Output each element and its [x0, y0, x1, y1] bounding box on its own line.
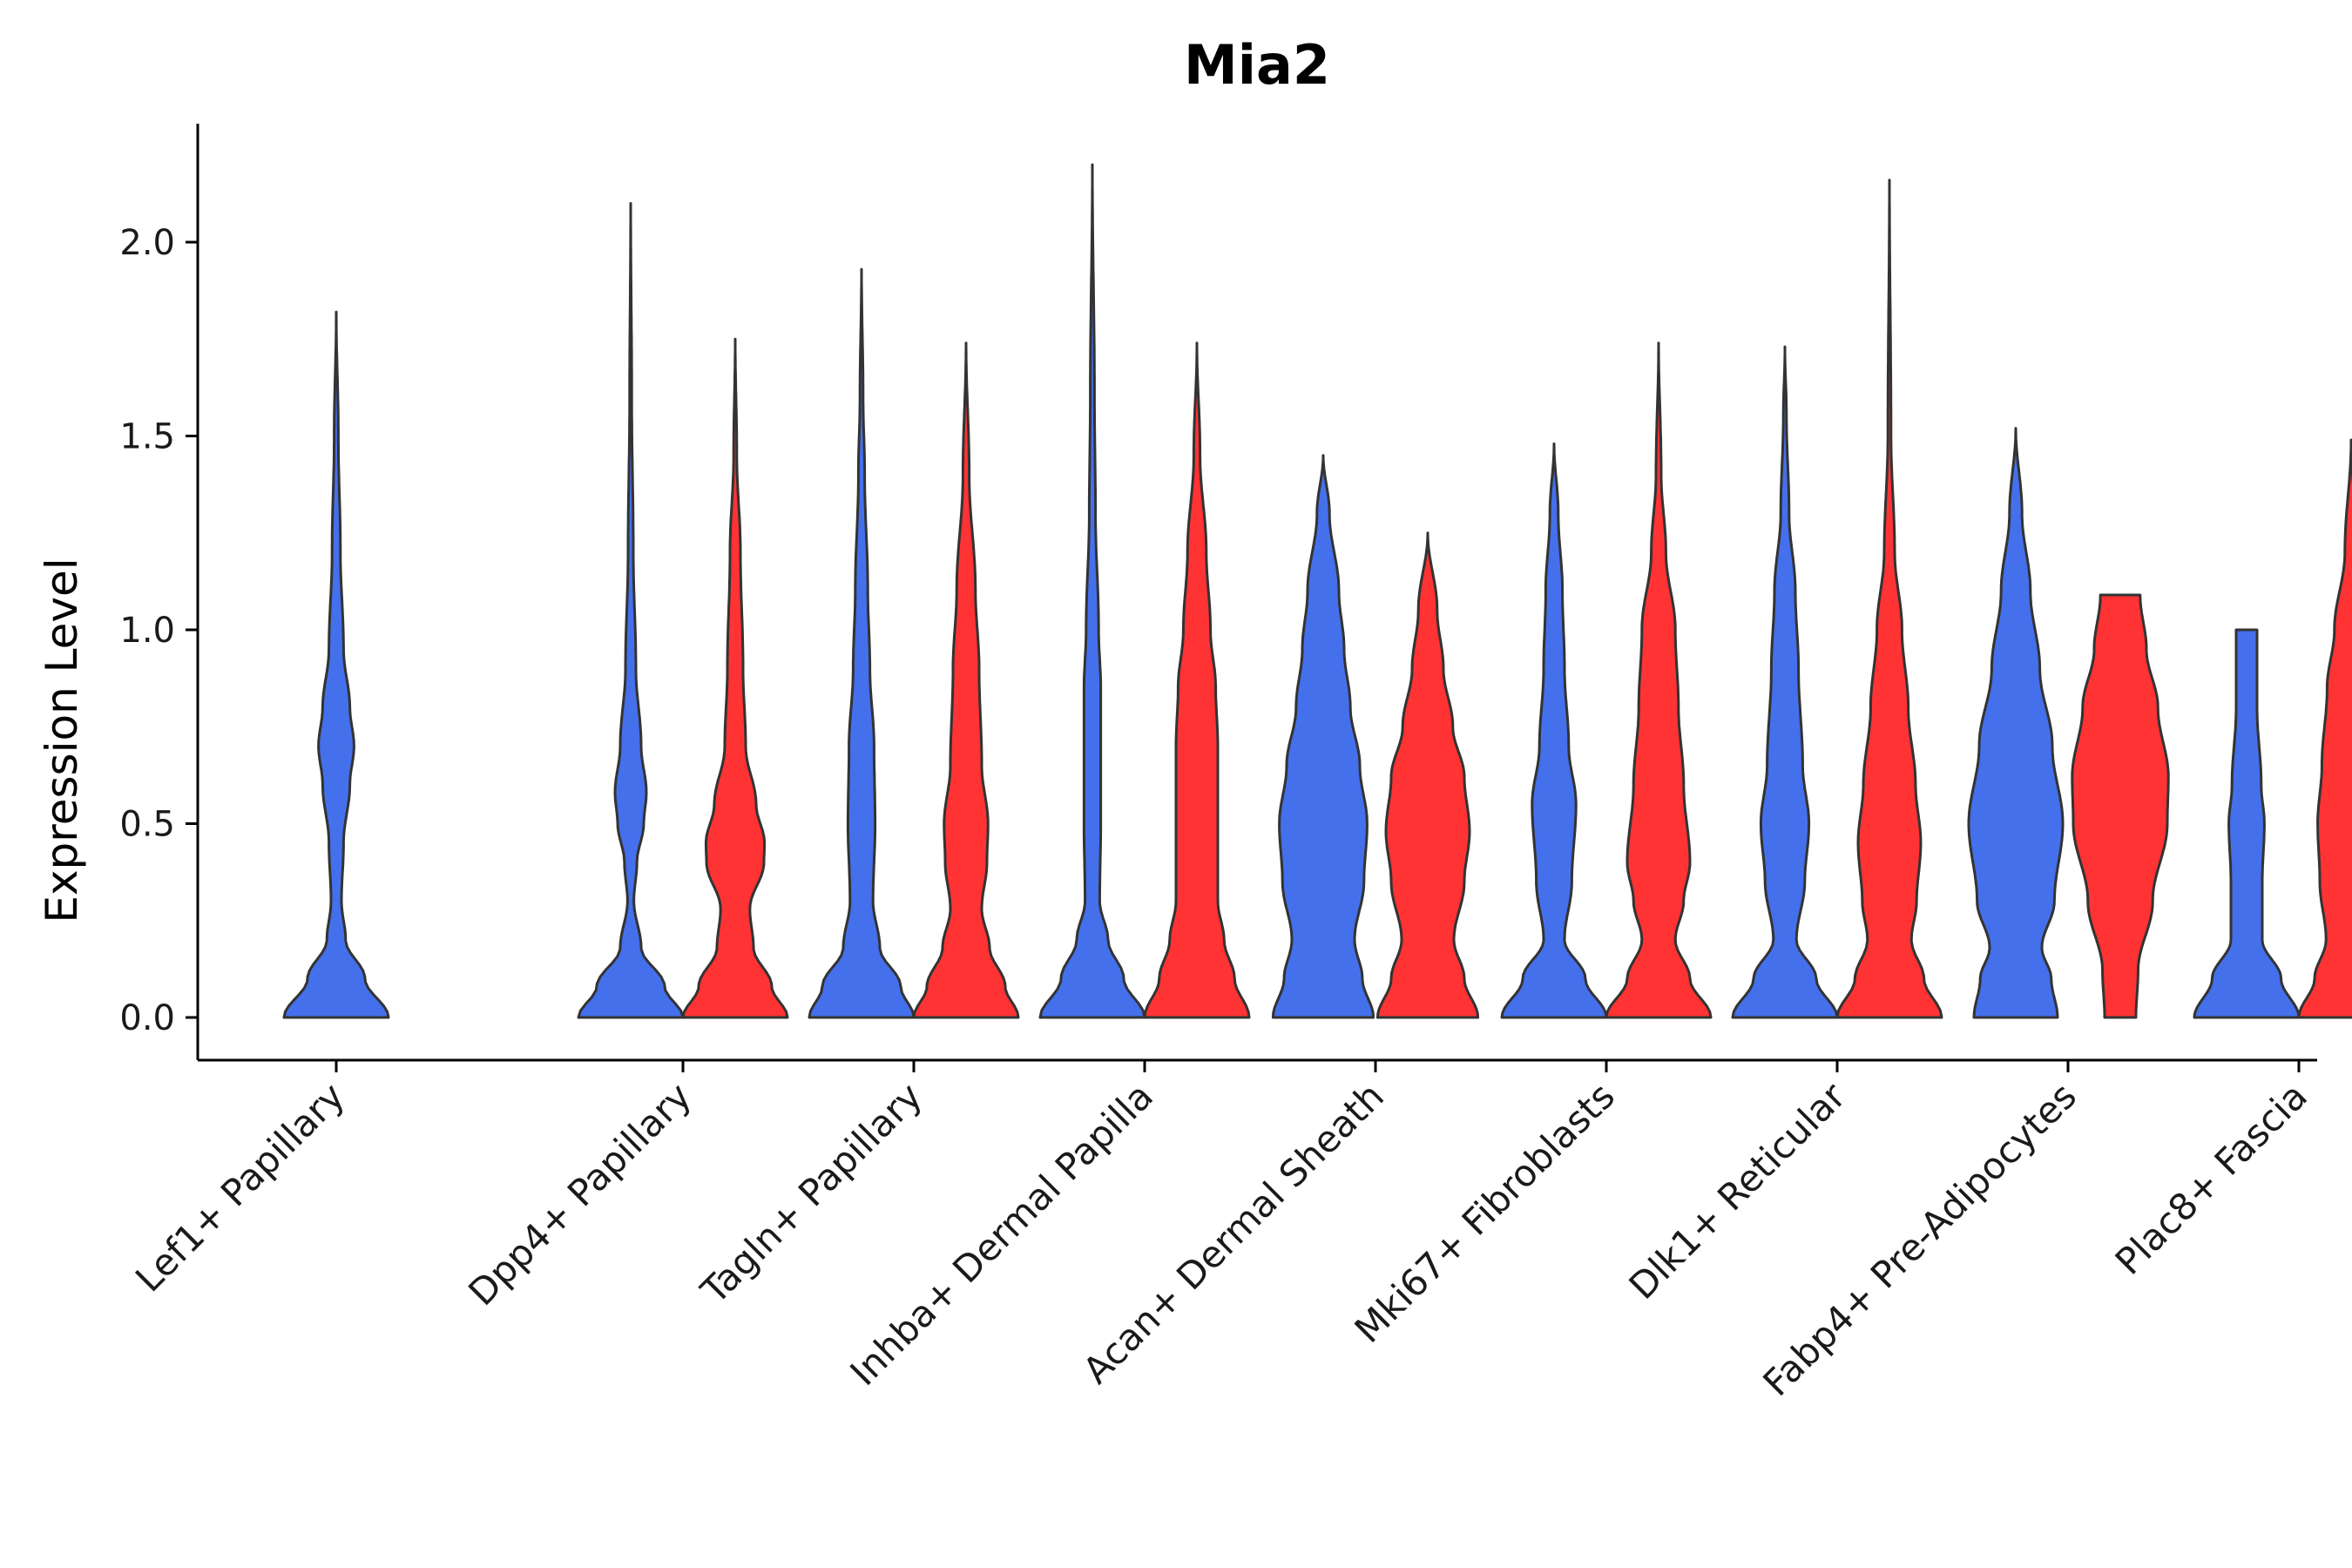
- violin-group1: [808, 267, 916, 1019]
- x-tick-label: Plac8+ Fascia: [2107, 1074, 2315, 1282]
- violin-group2: [1835, 179, 1943, 1019]
- violin-group1: [1500, 442, 1608, 1019]
- violin-group1: [577, 202, 685, 1019]
- violin-group1: [1038, 163, 1146, 1019]
- violin-group2: [912, 341, 1020, 1019]
- violin-group1: [282, 310, 390, 1019]
- y-tick-label: 1.5: [119, 417, 175, 457]
- y-tick-label: 2.0: [119, 223, 175, 263]
- x-tick-label: Mki67+ Fibroblasts: [1347, 1074, 1623, 1350]
- axes-group: [196, 124, 2317, 1062]
- violin-group1: [1967, 427, 2065, 1019]
- violin-group2: [2297, 438, 2352, 1019]
- violins-group: [282, 163, 2352, 1019]
- violin-group2: [2071, 593, 2170, 1019]
- x-tick-label: Dpp4+ Papillary: [460, 1074, 700, 1314]
- chart-title: Mia2: [1184, 33, 1330, 97]
- violin-group2: [1605, 341, 1713, 1019]
- violin-group2: [1375, 531, 1480, 1019]
- violin-group2: [1143, 341, 1251, 1019]
- y-axis-label: Expression Level: [37, 558, 87, 923]
- x-tick-label: Lef1+ Papillary: [127, 1074, 353, 1300]
- y-tick-label: 1.0: [119, 611, 175, 651]
- y-ticks-group: 0.0 0.5 1.0 1.5 2.0: [119, 223, 198, 1038]
- violin-group1: [2193, 628, 2301, 1019]
- x-tick-label: Tagln+ Papillary: [693, 1074, 930, 1312]
- x-tick-label: Dlk1+ Reticular: [1621, 1074, 1855, 1308]
- violin-group1: [1271, 454, 1375, 1019]
- violin-group2: [681, 337, 789, 1019]
- y-tick-label: 0.0: [119, 998, 175, 1038]
- y-tick-label: 0.5: [119, 805, 175, 845]
- violin-group1: [1731, 345, 1839, 1019]
